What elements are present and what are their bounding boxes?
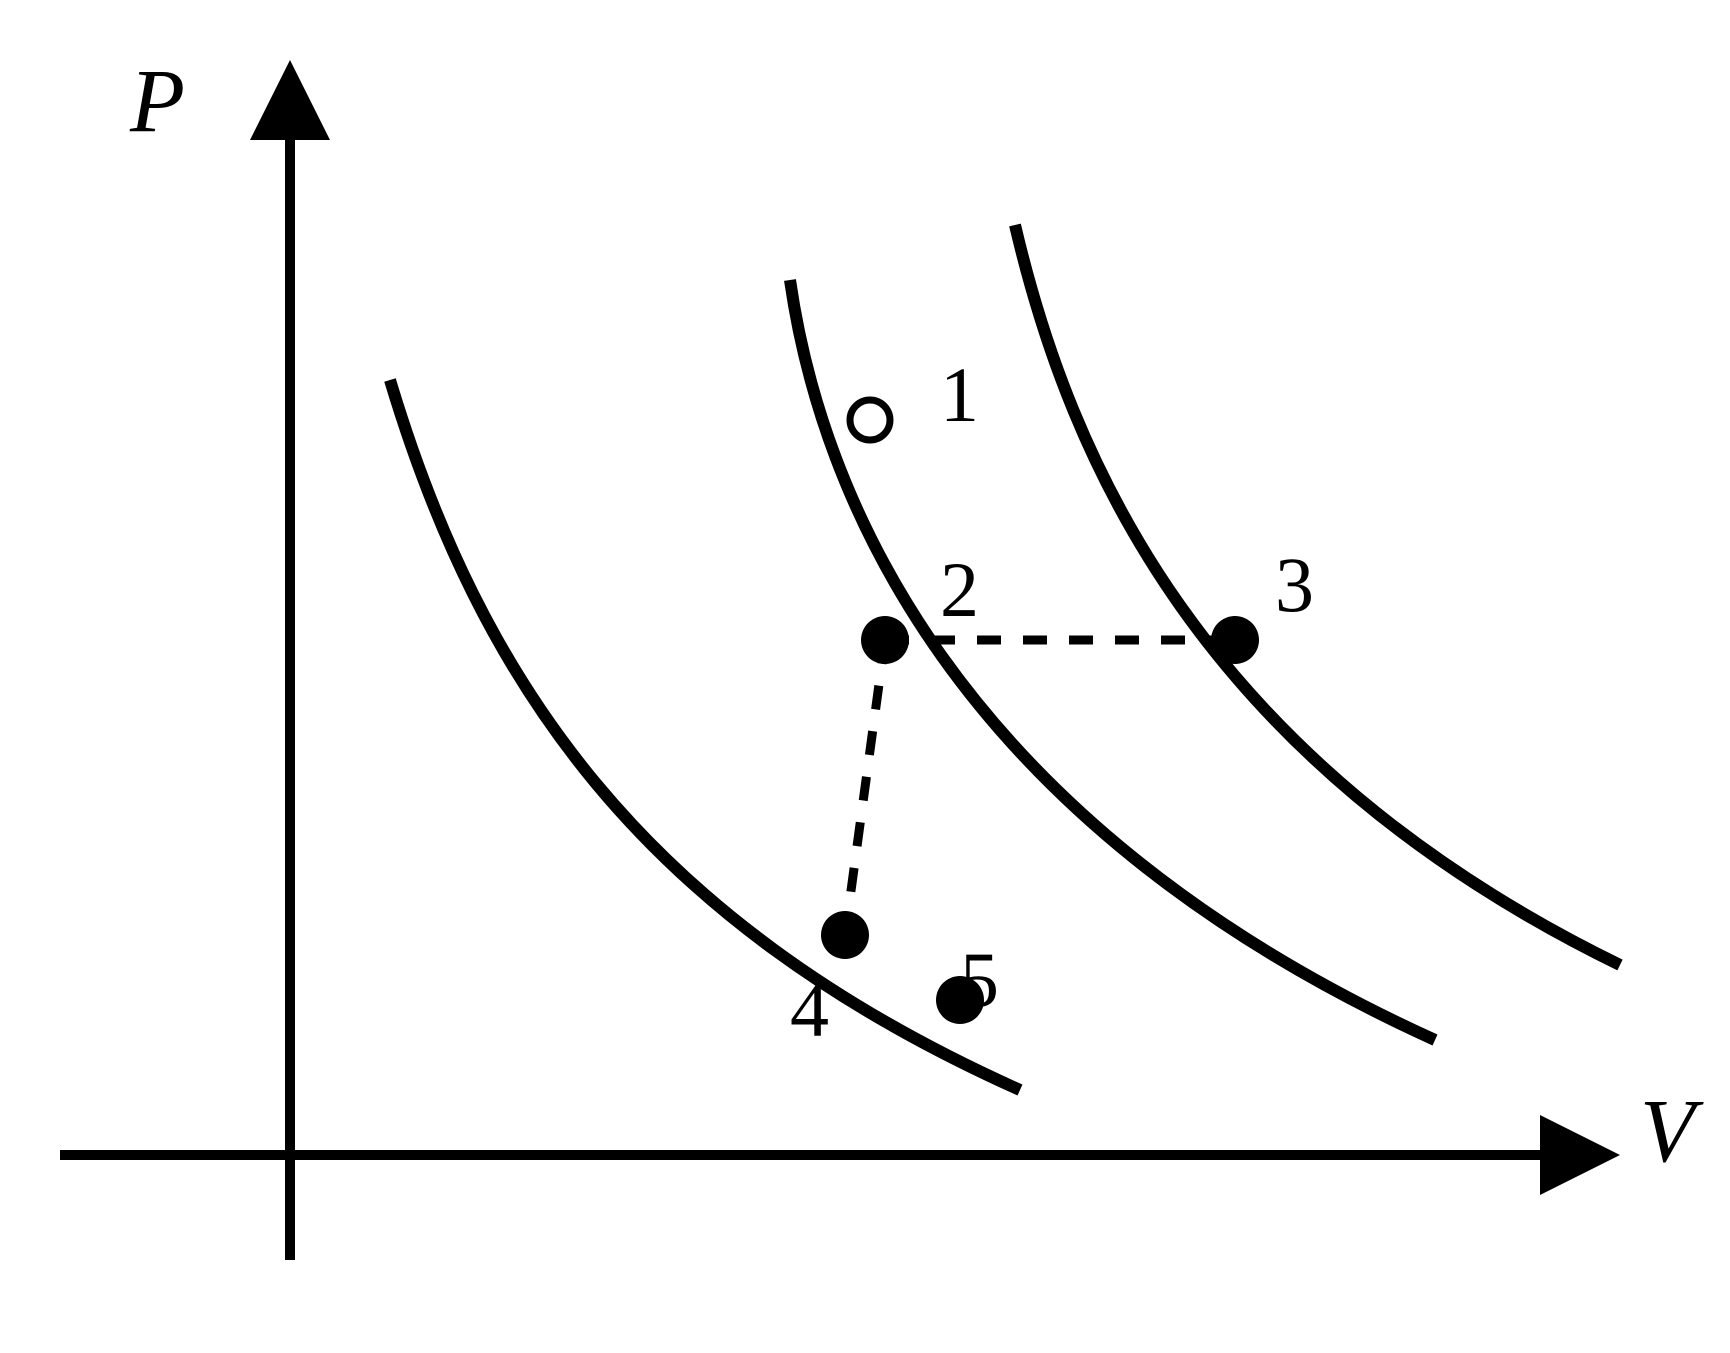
label-3: 3 (1275, 540, 1314, 630)
isotherm-right (1015, 225, 1620, 965)
pv-diagram: P V 1 2 3 4 5 (0, 0, 1730, 1353)
label-5: 5 (960, 935, 999, 1025)
point-2 (861, 616, 909, 664)
chart-svg (0, 0, 1730, 1353)
dash-2-4 (845, 640, 885, 935)
label-1: 1 (940, 350, 979, 440)
label-2: 2 (940, 545, 979, 635)
x-axis-label: V (1640, 1080, 1695, 1183)
point-3 (1211, 616, 1259, 664)
label-4: 4 (790, 965, 829, 1055)
y-axis-label: P (130, 50, 185, 153)
point-4 (821, 911, 869, 959)
isotherm-left (390, 380, 1020, 1090)
point-1 (850, 400, 890, 440)
